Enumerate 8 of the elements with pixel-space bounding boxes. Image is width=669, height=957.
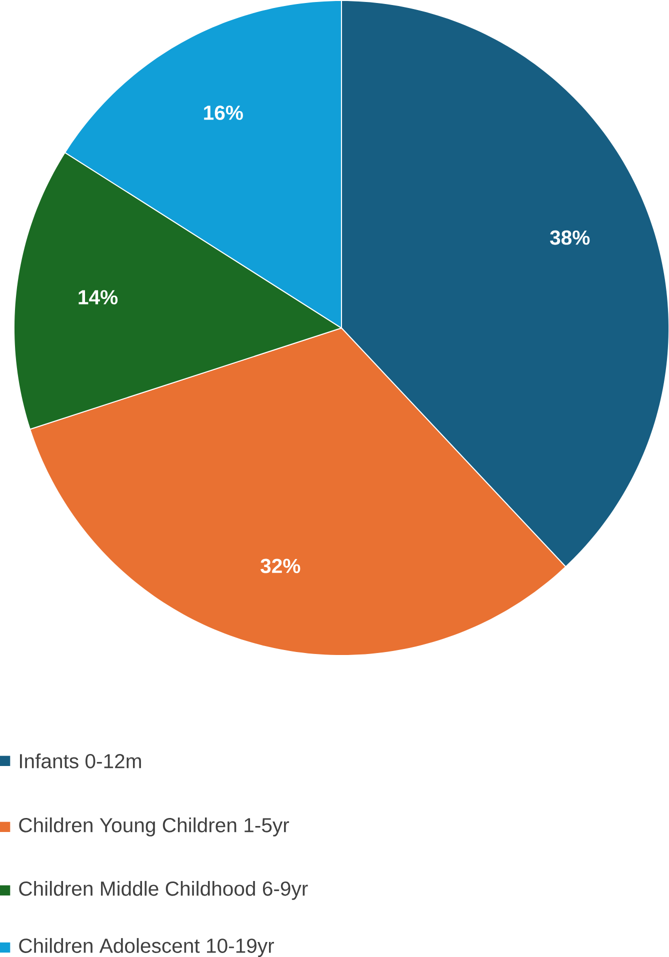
data-label: 14% bbox=[78, 290, 118, 304]
data-label: 16% bbox=[204, 106, 243, 120]
legend-label: Infants 0-12m bbox=[20, 753, 141, 768]
legend-label: Children Adolescent 10-19yr bbox=[18, 938, 274, 957]
legend-label: Children Young Children 1-5yr bbox=[18, 817, 289, 836]
legend-label: Children Middle Childhood 6-9yr bbox=[18, 880, 308, 900]
data-label: 38% bbox=[550, 230, 590, 245]
data-label: 32% bbox=[260, 558, 300, 574]
